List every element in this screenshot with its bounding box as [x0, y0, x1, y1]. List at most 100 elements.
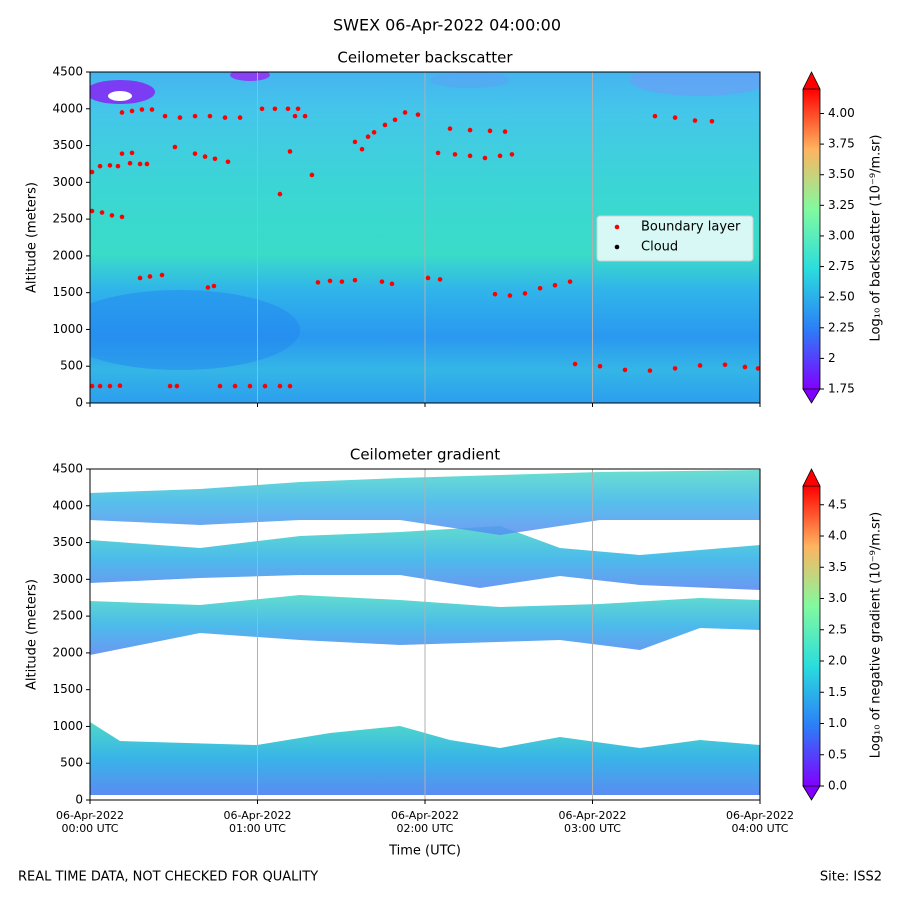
y-tick-label: 3000	[52, 572, 83, 586]
boundary-point	[237, 115, 243, 120]
boundary-point	[172, 144, 178, 150]
y-tick-label: 4000	[52, 498, 83, 512]
boundary-point	[97, 163, 103, 169]
x-tick-label: 06-Apr-2022 04:00 UTC	[726, 809, 794, 835]
boundary-point	[129, 150, 135, 156]
colorbar-tick-label: 2.0	[828, 654, 847, 668]
colorbar-outline	[802, 89, 821, 389]
y-tick-label: 0	[75, 396, 83, 410]
boundary-point	[697, 363, 703, 368]
boundary-point	[262, 383, 268, 389]
boundary-point	[572, 361, 578, 367]
y-tick-label: 500	[60, 756, 83, 770]
y-tick-label: 4500	[52, 462, 83, 476]
x-tick-label: 06-Apr-2022 02:00 UTC	[391, 809, 459, 835]
boundary-point	[159, 272, 165, 278]
colorbar-tick-label: 3.5	[828, 560, 847, 574]
boundary-point	[365, 134, 371, 140]
boundary-point	[217, 383, 223, 389]
boundary-point	[709, 118, 715, 124]
footer-note: REAL TIME DATA, NOT CHECKED FOR QUALITY	[18, 870, 318, 885]
figure-title: SWEX 06-Apr-2022 04:00:00	[333, 16, 561, 35]
boundary-point	[202, 154, 208, 159]
boundary-point	[327, 278, 333, 284]
y-tick-label: 3500	[52, 535, 83, 549]
boundary-point	[467, 127, 473, 133]
plot-marks	[90, 106, 760, 389]
y-tick-label: 3500	[52, 138, 83, 152]
footer-site: Site: ISS2	[820, 870, 882, 885]
boundary-point	[435, 150, 441, 156]
boundary-point	[109, 213, 115, 218]
x-tick-label: 06-Apr-2022 00:00 UTC	[56, 809, 124, 835]
boundary-point	[207, 113, 213, 119]
boundary-point	[225, 159, 231, 165]
y-tick-label: 1000	[52, 322, 83, 336]
boundary-point	[107, 163, 113, 168]
boundary-point	[137, 275, 143, 281]
boundary-point	[389, 281, 395, 287]
y-axis-label: Altitude (meters)	[25, 182, 40, 293]
y-tick-label: 2000	[52, 645, 83, 659]
boundary-point	[447, 126, 453, 131]
colorbar	[803, 486, 820, 786]
boundary-point	[382, 122, 388, 128]
boundary-point	[537, 285, 543, 291]
boundary-point	[147, 274, 153, 279]
boundary-point	[647, 368, 653, 373]
x-tick-label: 06-Apr-2022 03:00 UTC	[558, 809, 626, 835]
boundary-point	[487, 128, 493, 134]
boundary-point	[232, 383, 238, 389]
x-axis-label: Time (UTC)	[388, 844, 461, 859]
boundary-point	[692, 118, 698, 123]
y-tick-label: 4500	[52, 65, 83, 79]
colorbar-tick-label: 3.0	[828, 591, 847, 605]
y-tick-label: 2500	[52, 212, 83, 226]
boundary-point	[259, 106, 265, 112]
boundary-point	[144, 161, 150, 167]
boundary-point	[315, 280, 321, 285]
boundary-point	[622, 367, 628, 373]
colorbar-tick-label: 2.5	[828, 622, 847, 636]
boundary-point	[392, 117, 398, 123]
boundary-point	[371, 130, 377, 135]
legend-label: Boundary layer	[641, 220, 741, 235]
boundary-point	[352, 139, 358, 145]
boundary-point	[672, 366, 678, 371]
colorbar-extend-bottom	[802, 388, 821, 404]
boundary-point	[272, 106, 278, 112]
boundary-point	[107, 383, 113, 389]
subplot-title: Ceilometer backscatter	[337, 49, 513, 67]
boundary-point	[222, 115, 228, 120]
boundary-point	[467, 153, 473, 159]
colorbar-tick-label: 2.50	[828, 290, 855, 304]
boundary-point	[177, 115, 183, 120]
colorbar-tick-label: 1.0	[828, 716, 847, 730]
boundary-point	[722, 362, 728, 368]
boundary-point	[352, 277, 358, 283]
boundary-point	[90, 208, 95, 214]
colorbar-tick-label: 3.00	[828, 228, 855, 242]
colorbar-tick-label: 4.00	[828, 106, 855, 120]
colorbar-tick-label: 0.5	[828, 747, 847, 761]
colorbar-tick-label: 3.75	[828, 137, 855, 151]
colorbar-label: Log₁₀ of backscatter (10⁻⁹/m.sr)	[869, 135, 884, 342]
boundary-point	[597, 363, 603, 369]
boundary-point	[302, 113, 308, 119]
boundary-point	[174, 383, 180, 389]
boundary-point	[359, 146, 365, 152]
colorbar-extend-top	[802, 71, 821, 90]
boundary-point	[211, 283, 217, 289]
colorbar-tick-label: 3.50	[828, 167, 855, 181]
plot-frame	[89, 468, 761, 801]
y-tick-label: 2500	[52, 609, 83, 623]
boundary-point	[287, 383, 293, 389]
legend-label: Cloud	[641, 240, 678, 255]
boundary-point	[97, 383, 103, 389]
boundary-point	[277, 191, 283, 197]
boundary-point	[192, 113, 198, 119]
boundary-point	[285, 106, 291, 112]
boundary-point	[309, 172, 315, 178]
boundary-point	[437, 277, 443, 282]
